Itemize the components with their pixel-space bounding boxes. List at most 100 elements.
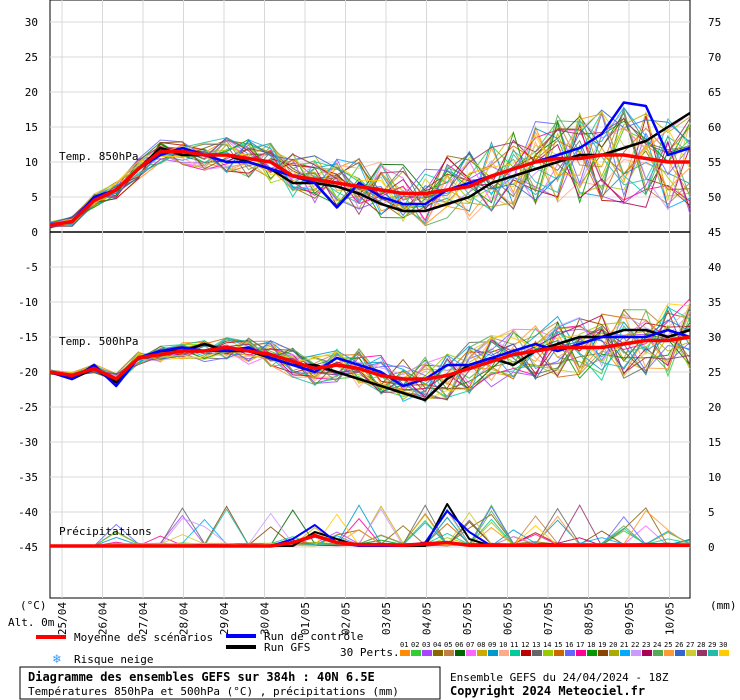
y-left-tick-label: -45 <box>18 541 38 554</box>
pert-number: 12 <box>521 641 529 649</box>
pert-number: 20 <box>609 641 617 649</box>
pert-number: 03 <box>422 641 430 649</box>
pert-swatch <box>598 650 608 656</box>
title-box <box>19 666 441 700</box>
x-axis-labels: 25/04 26/04 27/04 28/04 29/04 30/04 01/05 02/05… <box>56 602 677 635</box>
pert-number: 17 <box>576 641 584 649</box>
x-tick-label: 01/05 <box>299 602 312 635</box>
y-left-tick-label: -35 <box>18 471 38 484</box>
pert-swatch <box>422 650 432 656</box>
x-tick-label: 05/05 <box>461 602 474 635</box>
pert-number: 22 <box>631 641 639 649</box>
pert-number: 13 <box>532 641 540 649</box>
y-right-tick-label: 55 <box>708 156 721 169</box>
pert-number: 29 <box>708 641 716 649</box>
pert-number: 24 <box>653 641 661 649</box>
y-left-tick-label: -30 <box>18 436 38 449</box>
pert-swatch <box>708 650 718 656</box>
y-right-tick-label: 35 <box>708 296 721 309</box>
legend-perts-label: 30 Perts. <box>340 646 400 659</box>
pert-number: 23 <box>642 641 650 649</box>
pert-number: 15 <box>554 641 562 649</box>
pert-swatch <box>411 650 421 656</box>
x-tick-label: 27/04 <box>137 602 150 635</box>
legend-snow-label: Risque neige <box>74 653 153 666</box>
precip-mean-line <box>50 533 690 548</box>
x-tick-label: 08/05 <box>583 602 596 635</box>
pert-swatch <box>543 650 553 656</box>
pert-swatch <box>400 650 410 656</box>
pert-number: 07 <box>466 641 474 649</box>
pert-number: 25 <box>664 641 672 649</box>
perturbation-legend: 01 02 03 04 05 06 07 08 09 10 11 12 13 14 15 16 17 18 19 20… <box>400 641 729 656</box>
y-left-tick-label: -25 <box>18 401 38 414</box>
y-right-tick-label: 5 <box>708 506 715 519</box>
panel-label-precip: Précipitations <box>59 525 152 538</box>
panel-label-t500: Temp. 500hPa <box>59 335 138 348</box>
pert-swatch <box>719 650 729 656</box>
x-tick-label: 10/05 <box>664 602 677 635</box>
chart-subtitle: Températures 850hPa et 500hPa (°C) , pré… <box>28 685 399 698</box>
pert-number: 19 <box>598 641 606 649</box>
y-left-tick-label: -20 <box>18 366 38 379</box>
y-left-tick-label: -5 <box>25 261 38 274</box>
y-left-tick-label: -40 <box>18 506 38 519</box>
t500-pert-line <box>49 308 691 390</box>
pert-number: 14 <box>543 641 551 649</box>
pert-swatch <box>697 650 707 656</box>
x-tick-label: 03/05 <box>380 602 393 635</box>
x-tick-label: 04/05 <box>421 602 434 635</box>
y-right-tick-label: 65 <box>708 86 721 99</box>
y-right-tick-label: 50 <box>708 191 721 204</box>
pert-number: 10 <box>499 641 507 649</box>
y-right-tick-label: 30 <box>708 331 721 344</box>
pert-swatch <box>686 650 696 656</box>
x-tick-label: 09/05 <box>623 602 636 635</box>
t850-pert-line <box>49 111 691 227</box>
pert-swatch <box>609 650 619 656</box>
pert-number: 30 <box>719 641 727 649</box>
t500-mean-line <box>49 335 691 381</box>
y-right-tick-label: 70 <box>708 51 721 64</box>
y-right-tick-label: 20 <box>708 401 721 414</box>
pert-number: 01 <box>400 641 408 649</box>
pert-number: 08 <box>477 641 485 649</box>
pert-number: 02 <box>411 641 419 649</box>
main-lines <box>49 101 691 548</box>
x-tick-label: 07/05 <box>542 602 555 635</box>
y-right-tick-label: 15 <box>708 436 721 449</box>
pert-swatch <box>499 650 509 656</box>
t500-control-line <box>49 328 691 388</box>
t850-mean-line <box>49 149 690 227</box>
pert-number: 26 <box>675 641 683 649</box>
y-left-tick-label: 20 <box>25 86 38 99</box>
y-left-tick-label: 25 <box>25 51 38 64</box>
y-right-tick-label: 75 <box>708 16 721 29</box>
y-right-tick-label: 45 <box>708 226 721 239</box>
y-right-tick-label: 10 <box>708 471 721 484</box>
legend-mean-label: Moyenne des scénarios <box>74 631 213 644</box>
y-left-tick-label: 30 <box>25 16 38 29</box>
x-tick-label: 06/05 <box>502 602 515 635</box>
x-tick-label: 28/04 <box>178 602 191 635</box>
pert-number: 27 <box>686 641 694 649</box>
x-tick-label: 29/04 <box>218 602 231 635</box>
pert-swatch <box>675 650 685 656</box>
y-right-tick-label: 0 <box>708 541 715 554</box>
pert-swatch <box>466 650 476 656</box>
pert-number: 09 <box>488 641 496 649</box>
y-left-tick-label: 0 <box>31 226 38 239</box>
pert-swatch <box>488 650 498 656</box>
x-tick-label: 25/04 <box>56 602 69 635</box>
pert-swatch <box>444 650 454 656</box>
copyright: Copyright 2024 Meteociel.fr <box>450 684 645 698</box>
t850-gfs-line <box>49 111 691 227</box>
pert-number: 11 <box>510 641 518 649</box>
pert-swatch <box>642 650 652 656</box>
left-unit-label: (°C) <box>20 599 47 612</box>
pert-number: 28 <box>697 641 705 649</box>
pert-swatch <box>510 650 520 656</box>
pert-swatch <box>433 650 443 656</box>
